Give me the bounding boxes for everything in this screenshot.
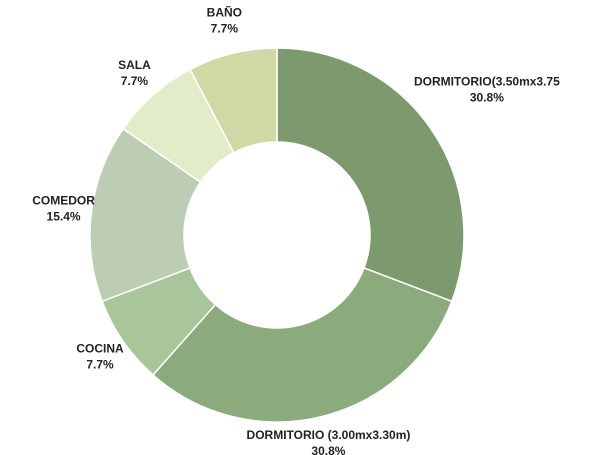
slice-value-label: 30.8%	[311, 444, 345, 455]
slice-label: SALA	[118, 58, 151, 72]
slice-label: DORMITORIO (3.00mx3.30m)	[247, 428, 411, 442]
slice-value-label: 15.4%	[47, 209, 81, 223]
donut-slice	[151, 267, 453, 423]
slice-label: COMEDOR	[32, 193, 95, 207]
donut-slice	[189, 47, 278, 154]
slice-label: DORMITORIO(3.50mx3.75	[414, 74, 560, 88]
donut-slice	[276, 47, 465, 303]
slice-value-label: 7.7%	[86, 357, 114, 371]
slice-label: BAÑO	[207, 5, 242, 20]
slice-value-label: 7.7%	[211, 22, 239, 36]
slice-label: COCINA	[76, 341, 124, 355]
slice-value-label: 7.7%	[121, 74, 149, 88]
slice-value-label: 30.8%	[470, 90, 504, 104]
